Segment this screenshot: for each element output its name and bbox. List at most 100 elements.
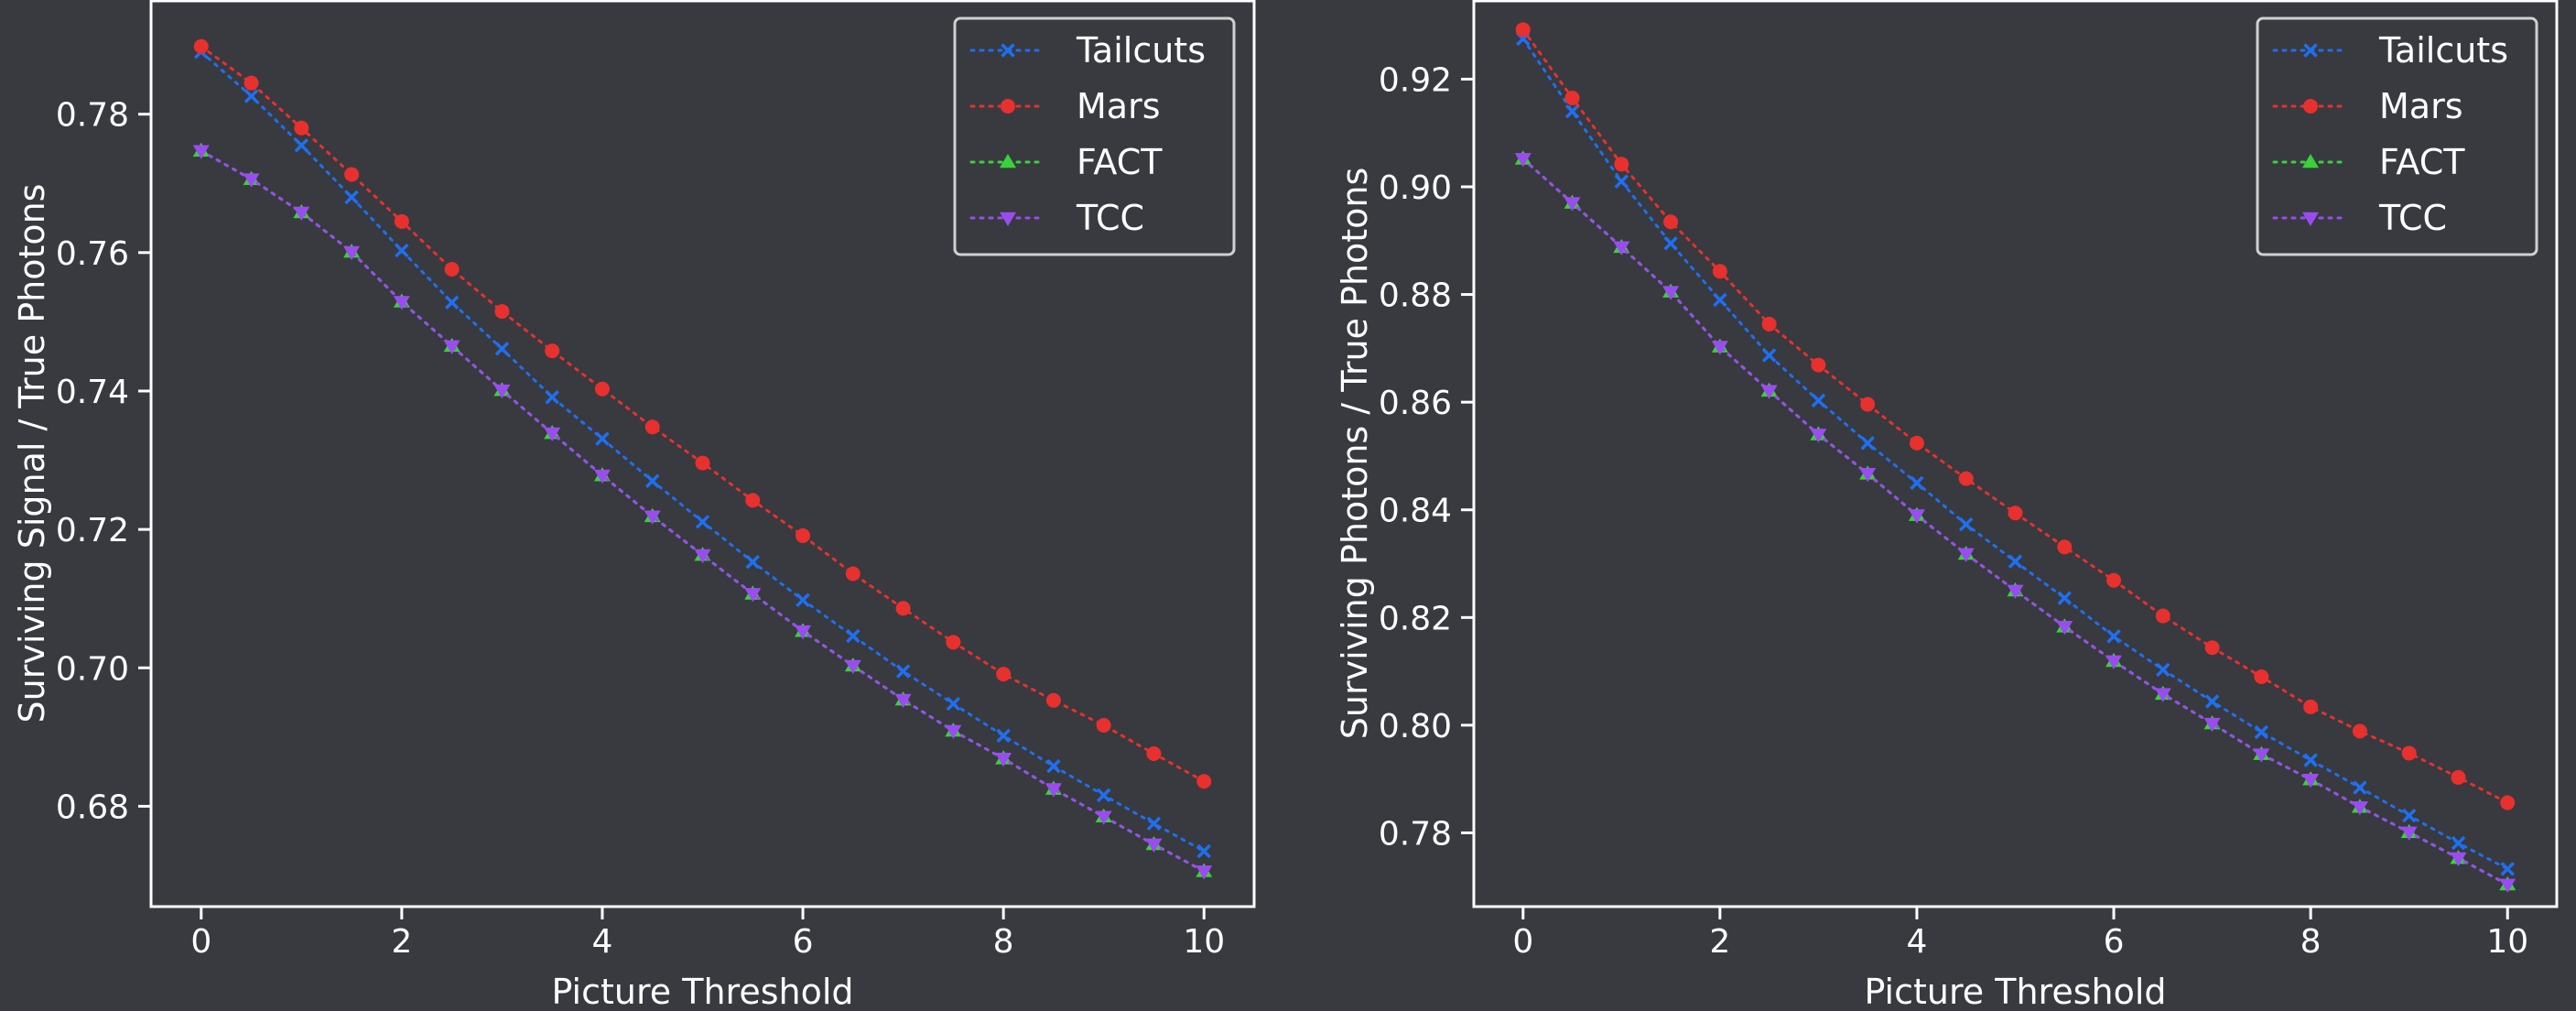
data-point xyxy=(1613,241,1630,255)
data-point xyxy=(2450,852,2467,867)
data-point xyxy=(1713,292,1727,308)
data-point xyxy=(293,206,310,222)
legend-item-fact: FACT xyxy=(2272,142,2465,182)
y-axis-label: Surviving Signal / True Photons xyxy=(12,184,52,723)
data-point xyxy=(1958,516,1974,532)
data-point xyxy=(494,304,510,320)
data-point xyxy=(1761,316,1777,332)
legend-label: TCC xyxy=(1076,198,1144,238)
data-point xyxy=(1146,816,1162,832)
data-point xyxy=(2401,745,2417,761)
data-point xyxy=(193,38,209,54)
data-point xyxy=(593,469,611,484)
data-point xyxy=(1564,90,1580,105)
y-tick-label: 0.70 xyxy=(56,650,129,688)
data-point xyxy=(995,752,1012,767)
data-point xyxy=(1045,692,1061,708)
y-tick-label: 0.84 xyxy=(1379,493,1452,530)
series-tcc xyxy=(1514,153,2516,893)
data-point xyxy=(644,473,660,488)
data-point xyxy=(2056,620,2073,636)
data-point xyxy=(2106,629,2121,644)
data-point xyxy=(1046,758,1061,774)
data-point xyxy=(1811,357,1826,373)
data-point xyxy=(1096,718,1111,733)
series-tcc xyxy=(192,145,1213,880)
data-point xyxy=(1860,397,1876,412)
x-tick-label: 2 xyxy=(1709,923,1730,961)
data-point xyxy=(594,381,610,397)
data-point xyxy=(1711,341,1728,355)
data-point xyxy=(545,343,560,359)
data-point xyxy=(1760,385,1778,399)
data-point xyxy=(1663,214,1679,230)
y-tick-label: 0.86 xyxy=(1379,385,1452,422)
data-point xyxy=(1910,475,1924,491)
legend-box xyxy=(953,16,1236,256)
legend: Tailcuts Mars FACT TCC xyxy=(953,16,1236,256)
legend-item-tailcuts: Tailcuts xyxy=(969,30,1206,71)
data-point xyxy=(2351,800,2368,816)
data-point xyxy=(2400,826,2418,841)
data-point xyxy=(844,659,861,675)
data-point xyxy=(695,455,710,471)
legend-label: Mars xyxy=(2379,86,2463,126)
data-point xyxy=(744,588,762,603)
y-tick-label: 0.68 xyxy=(56,788,129,826)
legend-item-mars: Mars xyxy=(2272,86,2463,126)
data-point xyxy=(945,724,962,740)
data-point xyxy=(695,515,710,529)
data-point xyxy=(545,390,559,405)
data-point xyxy=(1614,157,1629,172)
data-point xyxy=(795,625,812,640)
x-axis-label: Picture Threshold xyxy=(551,972,853,1011)
data-point xyxy=(1196,865,1213,880)
x-tick-label: 4 xyxy=(1907,923,1928,961)
x-tick-label: 0 xyxy=(1512,923,1533,961)
plot-frame xyxy=(1472,0,2559,908)
data-point xyxy=(946,635,961,650)
data-point xyxy=(946,696,961,712)
data-point xyxy=(1663,235,1678,251)
data-point xyxy=(1908,509,1925,524)
data-point xyxy=(996,667,1012,682)
legend-label: FACT xyxy=(1077,142,1163,182)
data-point xyxy=(745,493,761,508)
data-point xyxy=(344,167,360,182)
data-point xyxy=(493,384,511,399)
data-point xyxy=(895,601,911,616)
data-point xyxy=(796,592,810,607)
data-point xyxy=(1712,264,1727,279)
data-point xyxy=(444,261,460,277)
y-tick-label: 0.80 xyxy=(1379,708,1452,745)
y-tick-label: 0.82 xyxy=(1379,600,1452,637)
legend-item-mars: Mars xyxy=(969,86,1161,126)
data-point xyxy=(1096,788,1111,803)
data-point xyxy=(1514,153,1532,168)
series-line xyxy=(200,149,1206,873)
data-point xyxy=(895,664,911,679)
data-point xyxy=(244,89,259,103)
data-point xyxy=(1761,348,1777,363)
data-point xyxy=(2303,753,2318,767)
legend-marker xyxy=(1001,99,1015,114)
data-point xyxy=(2154,688,2171,702)
legend-item-fact: FACT xyxy=(969,142,1163,182)
series-line xyxy=(1521,157,2509,886)
y-tick-label: 0.92 xyxy=(1379,61,1452,99)
data-point xyxy=(1811,393,1826,408)
legend: Tailcuts Mars FACT TCC xyxy=(2256,16,2538,256)
legend-label: Mars xyxy=(1077,86,1161,126)
y-tick-label: 0.76 xyxy=(56,235,129,273)
data-point xyxy=(244,75,259,91)
legend-box xyxy=(2256,16,2538,256)
data-point xyxy=(2008,554,2023,569)
x-axis-label: Picture Threshold xyxy=(1864,972,2166,1011)
data-point xyxy=(1810,429,1827,443)
data-point xyxy=(2353,780,2367,795)
data-point xyxy=(2204,640,2220,656)
legend-marker xyxy=(1001,43,1015,58)
data-point xyxy=(644,510,661,525)
chart-panel-1: 0 2 4 6 8 10 0.68 0.70 0.72 0.74 0.76 0.78 Picture T… xyxy=(12,0,1256,1011)
y-tick-label: 0.74 xyxy=(56,374,129,411)
